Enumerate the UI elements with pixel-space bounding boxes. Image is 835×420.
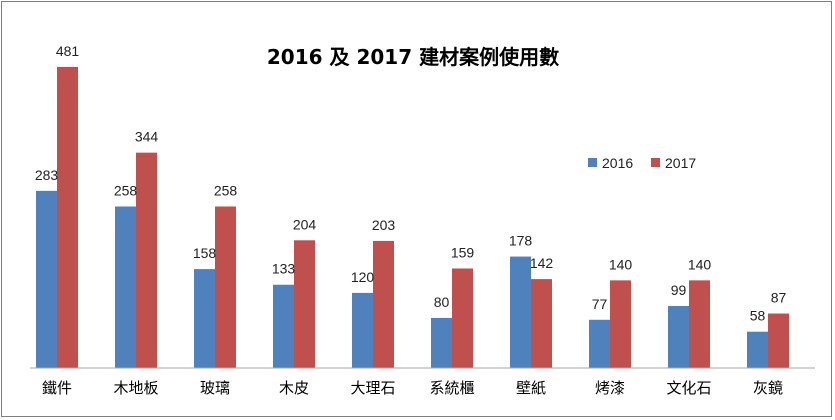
value-label-2017-2: 344 — [135, 129, 159, 145]
bar-2016-3 — [194, 269, 215, 368]
value-label-2016-3: 158 — [193, 245, 217, 261]
bar-2016-2 — [115, 206, 136, 368]
category-label-6: 系統櫃 — [429, 379, 474, 397]
bar-2016-6 — [431, 317, 452, 368]
bar-2017-7 — [531, 279, 552, 368]
value-label-2016-8: 77 — [592, 296, 608, 312]
bar-2017-1 — [57, 66, 78, 369]
value-label-2017-7: 142 — [530, 255, 554, 271]
bar-2016-8 — [589, 319, 610, 368]
bar-2016-5 — [352, 292, 373, 368]
legend-swatch-2016 — [588, 158, 597, 167]
value-label-2017-1: 481 — [56, 43, 80, 59]
value-label-2016-10: 58 — [750, 308, 766, 324]
value-label-2017-4: 204 — [293, 216, 317, 232]
category-label-9: 文化石 — [666, 379, 711, 397]
bar-2016-9 — [668, 306, 689, 368]
value-label-2017-8: 140 — [609, 256, 633, 272]
chart-title: 2016 及 2017 建材案例使用數 — [267, 45, 559, 69]
bar-2016-7 — [510, 256, 531, 368]
value-label-2016-2: 258 — [114, 182, 138, 198]
value-label-2016-4: 133 — [272, 261, 296, 277]
category-label-3: 玻璃 — [200, 379, 230, 397]
value-label-2016-9: 99 — [671, 282, 687, 298]
value-labels-layer: 283 481 258 344 158 258 133 204 120 203 80 159 178 14… — [35, 43, 787, 324]
category-labels-layer: 鐵件 木地板 玻璃 木皮 大理石 系統櫃 壁紙 烤漆 文化石 灰鏡 — [42, 379, 783, 397]
legend-label-2016: 2016 — [602, 155, 633, 171]
bar-2017-2 — [136, 152, 157, 368]
value-label-2016-6: 80 — [434, 294, 450, 310]
category-label-10: 灰鏡 — [753, 379, 783, 397]
value-label-2017-6: 159 — [451, 244, 475, 260]
value-label-2016-5: 120 — [351, 269, 375, 285]
bar-2016-1 — [36, 190, 57, 368]
legend: 2016 2017 — [588, 155, 696, 171]
bars-layer — [36, 66, 789, 369]
legend-label-2017: 2017 — [665, 155, 696, 171]
category-label-2: 木地板 — [113, 379, 158, 397]
bar-2016-4 — [273, 284, 294, 368]
category-label-4: 木皮 — [279, 379, 309, 397]
legend-swatch-2017 — [651, 158, 660, 167]
value-label-2017-5: 203 — [372, 217, 396, 233]
category-label-7: 壁紙 — [516, 379, 546, 397]
bar-2017-8 — [610, 280, 631, 368]
bar-2017-10 — [768, 313, 789, 368]
category-label-8: 烤漆 — [595, 379, 625, 397]
bar-2017-9 — [689, 280, 710, 368]
bar-2017-3 — [215, 206, 236, 368]
bar-2017-4 — [294, 240, 315, 368]
bar-2017-6 — [452, 268, 473, 368]
bar-2017-5 — [373, 240, 394, 368]
value-label-2016-7: 178 — [509, 233, 533, 249]
value-label-2016-1: 283 — [35, 167, 59, 183]
value-label-2017-9: 140 — [688, 256, 712, 272]
category-label-1: 鐵件 — [42, 379, 72, 397]
value-label-2017-3: 258 — [214, 182, 238, 198]
bar-2016-10 — [747, 331, 768, 368]
value-label-2017-10: 87 — [771, 290, 787, 306]
category-label-5: 大理石 — [350, 379, 395, 397]
